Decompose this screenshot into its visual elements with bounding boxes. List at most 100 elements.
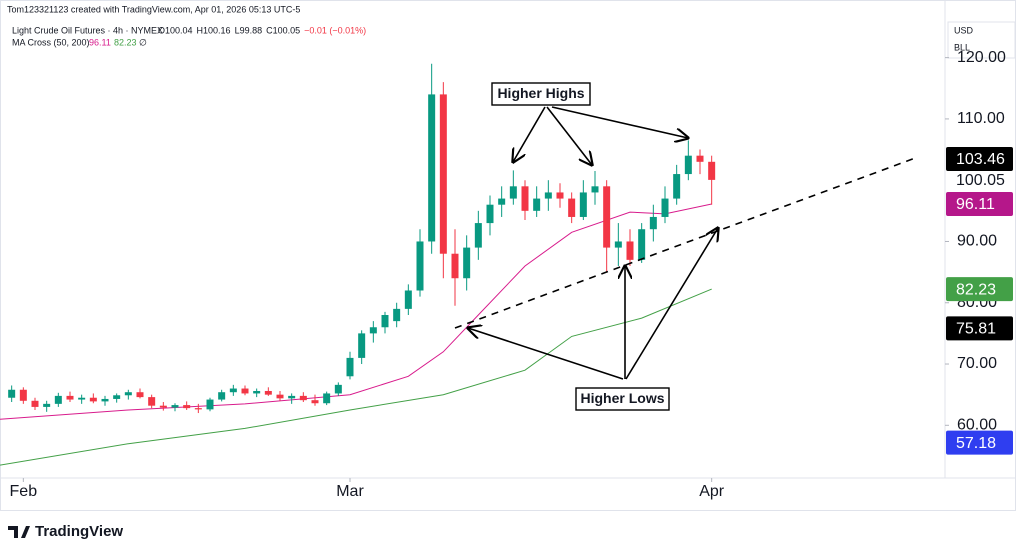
- candle-body: [183, 405, 191, 409]
- candle-body: [439, 94, 447, 254]
- candle-body: [428, 94, 436, 242]
- arrows: [468, 106, 718, 380]
- annotation: Higher Highs: [497, 85, 584, 101]
- price-label: 100.05: [956, 172, 1005, 189]
- candle-body: [264, 390, 272, 395]
- candle-body: [113, 395, 121, 399]
- candle-body: [148, 397, 156, 406]
- candle-body: [626, 241, 634, 260]
- annotations: Higher Highs Higher Lows: [454, 82, 919, 411]
- candle-body: [311, 400, 319, 404]
- ohlc-value: C100.05: [266, 25, 300, 35]
- price-label: 82.23: [956, 281, 996, 298]
- candle-body: [474, 223, 482, 248]
- frame: [0, 0, 1016, 511]
- candle-body: [78, 397, 86, 400]
- indicator-value: 96.11: [89, 37, 111, 47]
- candle-body: [416, 241, 424, 291]
- candle-body: [533, 198, 541, 211]
- currency-box[interactable]: [947, 21, 1016, 59]
- candle-body: [101, 398, 109, 402]
- candle-body: [591, 186, 599, 193]
- logo-icon: [8, 526, 30, 538]
- price-label: 96.11: [956, 196, 995, 213]
- ohlc-value: L99.88: [235, 25, 263, 35]
- candle-body: [43, 403, 51, 407]
- x-tick-label: Feb: [10, 483, 38, 500]
- symbol: Light Crude Oil Futures · 4h · NYMEX: [12, 25, 163, 35]
- candle-body: [206, 399, 214, 410]
- candle-body: [568, 198, 576, 217]
- y-tick-label: 70.00: [957, 355, 997, 372]
- candle-body: [299, 395, 307, 401]
- price-marker: [946, 192, 1013, 217]
- candle-body: [673, 174, 681, 199]
- ma-line: [0, 288, 712, 466]
- candle-body: [346, 357, 354, 377]
- candle-body: [708, 161, 716, 180]
- candle-body: [66, 395, 74, 400]
- candle-body: [334, 384, 342, 394]
- x-tick-label: Apr: [699, 483, 725, 500]
- candle-body: [404, 290, 412, 309]
- logo: TradingView: [8, 523, 123, 540]
- candle-body: [521, 186, 529, 211]
- y-tick-label: 120.00: [957, 49, 1006, 66]
- candle-body: [661, 198, 669, 217]
- candle-body: [451, 253, 459, 279]
- price-marker: [946, 277, 1013, 302]
- candle-body: [544, 192, 552, 199]
- y-tick-label: 60.00: [957, 417, 997, 434]
- price-marker: [946, 146, 1013, 171]
- indicator-icon: ∅: [139, 37, 147, 47]
- annotation-box: [575, 387, 670, 411]
- candle-body: [241, 388, 249, 394]
- indicator-name: MA Cross (50, 200): [12, 37, 90, 47]
- candle-body: [369, 327, 377, 334]
- candle-body: [393, 308, 401, 322]
- candle-body: [31, 400, 39, 407]
- candle-body: [684, 155, 692, 175]
- logo-text: TradingView: [35, 523, 123, 540]
- y-tick-label: 110.00: [957, 110, 1005, 127]
- candle-body: [463, 247, 471, 279]
- unit[interactable]: BLL: [954, 42, 970, 52]
- candle-body: [8, 389, 16, 398]
- ohlc-value: H100.16: [197, 25, 231, 35]
- ohlc-value: O100.04: [158, 25, 193, 35]
- candle-body: [89, 397, 97, 402]
- candle-body: [136, 392, 144, 398]
- candle-body: [381, 315, 389, 328]
- candle-body: [54, 395, 62, 404]
- y-tick-label: 90.00: [957, 233, 997, 250]
- candle-body: [288, 395, 296, 399]
- candle-body: [579, 192, 587, 217]
- price-label: 103.46: [956, 151, 1005, 168]
- ohlc-value: −0.01 (−0.01%): [304, 25, 366, 35]
- candle-body: [614, 241, 622, 248]
- annotation: Higher Lows: [580, 390, 664, 406]
- candle-body: [638, 229, 646, 260]
- candle-body: [498, 198, 506, 205]
- candle-body: [276, 394, 284, 399]
- candle-body: [358, 333, 366, 358]
- plot: [0, 63, 716, 466]
- candle-body: [649, 216, 657, 230]
- candle-body: [603, 186, 611, 248]
- trend-line: [454, 156, 919, 329]
- candle-body: [486, 204, 494, 224]
- x-tick-label: Mar: [336, 483, 364, 500]
- candle-body: [229, 388, 237, 393]
- annotation-box: [491, 82, 591, 106]
- candle-body: [696, 155, 704, 162]
- currency[interactable]: USD: [954, 25, 974, 35]
- candle-body: [253, 390, 261, 394]
- candle-body: [323, 393, 331, 404]
- header: Tom123321123 created with TradingView.co…: [7, 4, 1016, 59]
- candle-body: [19, 389, 27, 401]
- price-marker: [946, 316, 1013, 341]
- ma-line: [0, 203, 712, 420]
- candle-body: [556, 192, 564, 199]
